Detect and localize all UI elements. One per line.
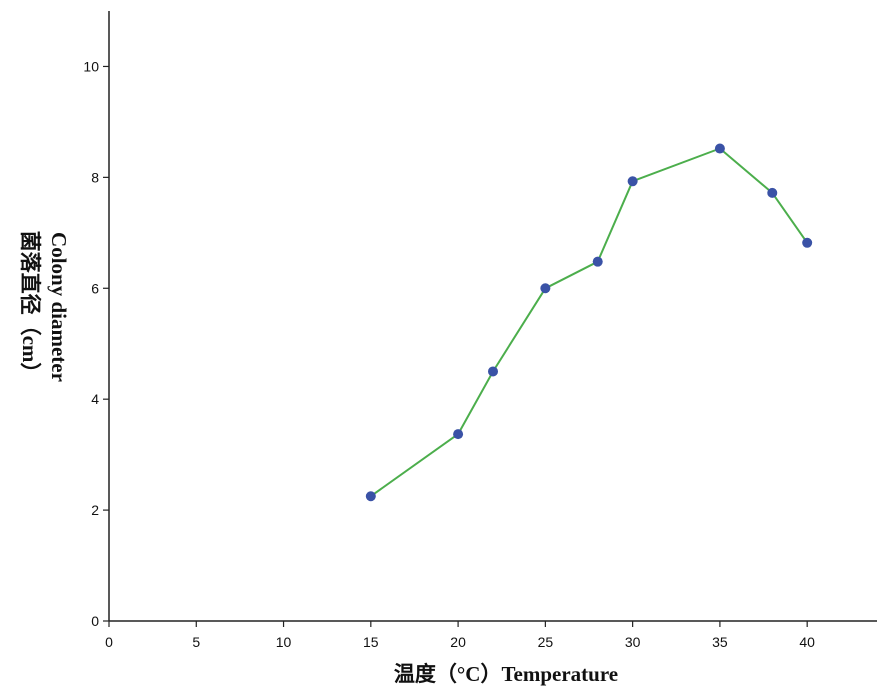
x-tick-label-3: 15 bbox=[363, 634, 379, 650]
x-tick-label-4: 20 bbox=[450, 634, 466, 650]
y-axis-title-line-2: 菌落直径（cm） bbox=[18, 231, 42, 384]
y-axis-title-line-1: Colony diameter bbox=[47, 232, 71, 382]
series-layer bbox=[365, 143, 813, 502]
x-tick-label-1: 5 bbox=[192, 634, 200, 650]
data-point-0-1 bbox=[453, 429, 464, 440]
y-axis-title: Colony diameter 菌落直径（cm） bbox=[18, 231, 71, 384]
data-point-0-8 bbox=[802, 237, 813, 248]
y-tick-label-3: 6 bbox=[91, 280, 99, 296]
x-tick-label-8: 40 bbox=[799, 634, 815, 650]
data-point-0-3 bbox=[540, 283, 551, 294]
data-point-0-4 bbox=[592, 256, 603, 267]
y-tick-label-5: 10 bbox=[83, 58, 99, 74]
data-point-0-5 bbox=[627, 176, 638, 187]
x-axis-title: 温度（°C）Temperature bbox=[394, 662, 618, 686]
y-tick-label-4: 8 bbox=[91, 169, 99, 185]
x-tick-label-6: 30 bbox=[625, 634, 641, 650]
x-tick-label-0: 0 bbox=[105, 634, 113, 650]
x-ticks: 0 5 10 15 20 25 30 35 40 bbox=[105, 621, 815, 650]
y-ticks: 0 2 4 6 8 10 bbox=[83, 58, 109, 629]
x-tick-label-5: 25 bbox=[538, 634, 554, 650]
x-tick-label-2: 10 bbox=[276, 634, 292, 650]
data-point-0-0 bbox=[365, 491, 376, 502]
data-point-0-6 bbox=[714, 143, 725, 154]
series-line-0 bbox=[370, 147, 809, 498]
data-point-0-2 bbox=[488, 366, 498, 377]
axes bbox=[108, 11, 877, 622]
data-point-0-7 bbox=[767, 187, 778, 198]
y-tick-label-0: 0 bbox=[91, 613, 99, 629]
x-tick-label-7: 35 bbox=[712, 634, 728, 650]
y-tick-label-2: 4 bbox=[91, 391, 99, 407]
y-tick-label-1: 2 bbox=[91, 502, 99, 518]
